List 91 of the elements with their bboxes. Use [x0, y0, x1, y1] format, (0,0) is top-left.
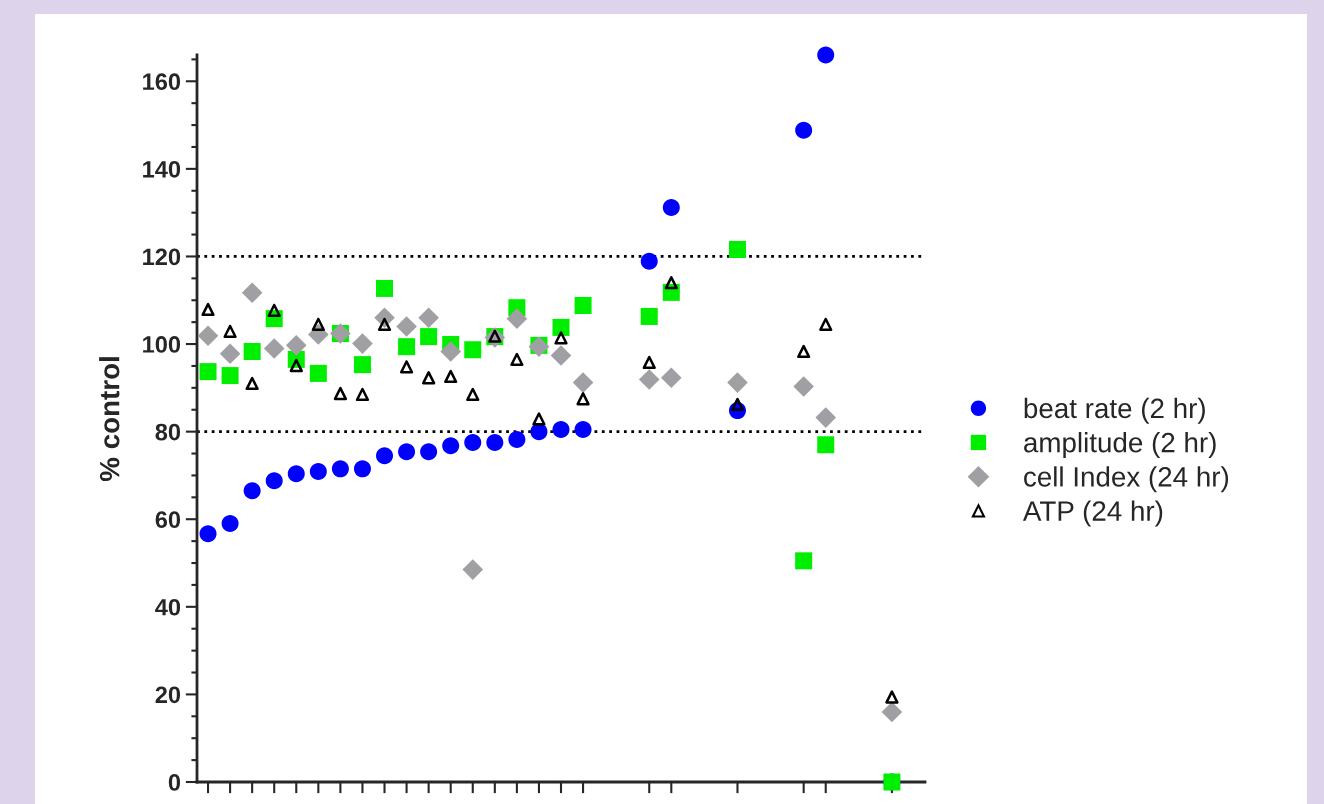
- point: [642, 355, 656, 370]
- point: [223, 324, 237, 338]
- point: [730, 397, 745, 412]
- y-tick-label: 100: [143, 336, 181, 353]
- y-axis-title: % control: [99, 357, 120, 482]
- point: [331, 460, 349, 478]
- y-tick-label: 60: [155, 511, 181, 529]
- point: [552, 420, 570, 438]
- point: [243, 342, 261, 360]
- point: [442, 437, 460, 455]
- point: [245, 376, 259, 391]
- legend-label: beat rate (2 hr): [1024, 397, 1205, 424]
- point: [440, 341, 461, 362]
- point: [793, 376, 814, 397]
- y-tick-label: 140: [143, 160, 181, 178]
- point: [243, 482, 261, 500]
- point: [466, 387, 480, 402]
- legend-label: ATP (24 hr): [1022, 500, 1163, 527]
- point: [638, 369, 660, 390]
- point: [572, 372, 594, 393]
- point: [550, 345, 572, 366]
- point: [355, 387, 370, 402]
- point: [508, 431, 526, 449]
- point: [353, 356, 371, 374]
- point: [728, 240, 746, 258]
- point: [376, 447, 394, 465]
- y-tick-label: 160: [143, 73, 181, 91]
- point: [263, 338, 285, 359]
- point: [241, 282, 263, 304]
- point: [267, 303, 281, 317]
- point: [640, 252, 658, 270]
- point: [817, 46, 835, 64]
- point: [287, 465, 305, 483]
- y-tick-label: 40: [155, 598, 181, 616]
- point: [510, 352, 524, 367]
- point: [464, 341, 482, 359]
- point: [797, 344, 811, 359]
- point: [376, 279, 394, 297]
- point: [398, 443, 416, 461]
- point: [444, 369, 458, 384]
- point: [795, 552, 813, 570]
- point: [418, 307, 439, 329]
- point: [552, 318, 570, 336]
- point: [197, 325, 219, 347]
- y-tick-label: 20: [155, 686, 181, 704]
- point: [574, 297, 592, 315]
- point: [532, 412, 546, 426]
- point: [199, 363, 217, 381]
- point: [727, 372, 748, 393]
- point: [309, 462, 327, 480]
- point: [333, 386, 348, 401]
- point: [795, 121, 813, 139]
- point: [815, 407, 837, 428]
- point: [554, 331, 568, 345]
- point: [462, 559, 484, 580]
- point: [420, 328, 438, 346]
- point: [201, 302, 215, 317]
- point: [817, 436, 835, 454]
- point: [486, 434, 504, 452]
- point: [265, 472, 283, 490]
- point: [640, 307, 658, 325]
- y-tick-label: 0: [168, 774, 181, 791]
- point: [819, 317, 833, 331]
- point: [398, 338, 416, 356]
- point: [664, 276, 678, 290]
- point: [285, 335, 307, 356]
- point: [574, 420, 592, 438]
- legend-label: cell Index (24 hr): [1024, 466, 1229, 493]
- point: [399, 360, 414, 374]
- point: [396, 316, 417, 337]
- point: [311, 317, 325, 331]
- y-tick-label: 80: [155, 423, 181, 441]
- point: [420, 443, 438, 461]
- point: [885, 690, 899, 704]
- point: [221, 367, 239, 385]
- point: [219, 343, 241, 364]
- point: [881, 701, 903, 723]
- point: [506, 308, 528, 329]
- point: [289, 358, 303, 373]
- point: [576, 392, 590, 406]
- point: [221, 515, 239, 533]
- point: [309, 364, 327, 382]
- point: [661, 367, 682, 389]
- point: [662, 198, 680, 216]
- y-tick-label: 120: [143, 248, 181, 266]
- point: [352, 333, 373, 354]
- point: [422, 371, 436, 385]
- legend-label: amplitude (2 hr): [1024, 432, 1216, 458]
- point: [199, 525, 217, 543]
- point: [464, 434, 482, 452]
- point: [353, 460, 371, 478]
